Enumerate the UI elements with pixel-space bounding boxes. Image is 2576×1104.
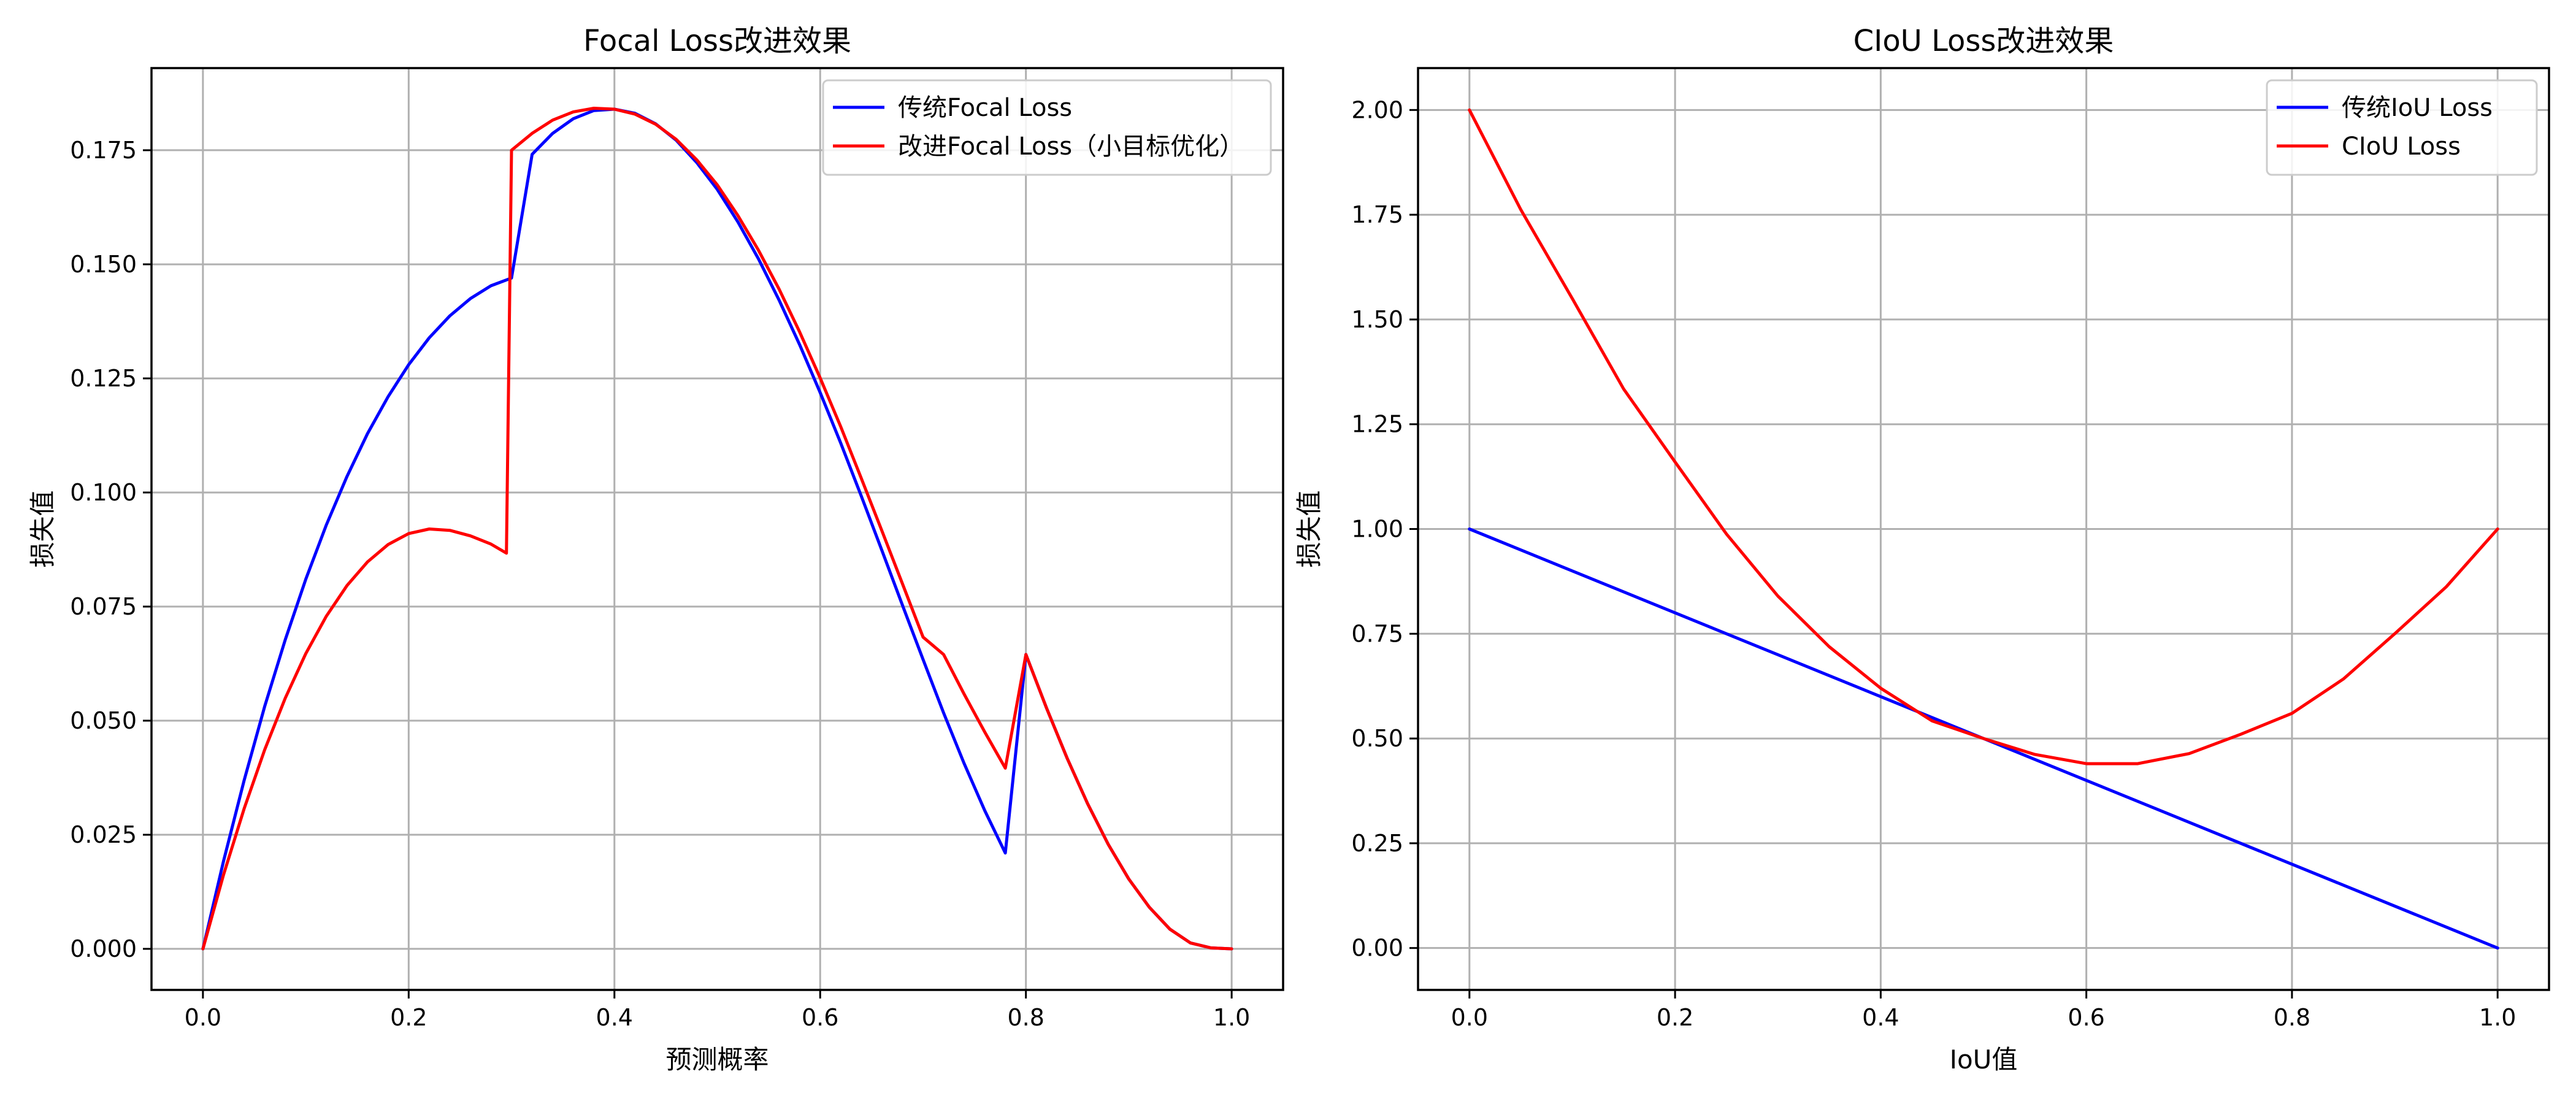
x-axis-label: IoU值 xyxy=(1950,1045,2018,1075)
ticks: 0.0 0.2 0.4 0.6 0.8 1.0 0.000 0.025 0.050 0.075 0.… xyxy=(70,137,1250,1031)
y-tick-label: 0.000 xyxy=(70,935,137,962)
x-tick-label: 0.4 xyxy=(596,1004,633,1031)
legend-label-1: 改进Focal Loss（小目标优化） xyxy=(898,132,1244,161)
x-tick-label: 0.2 xyxy=(390,1004,427,1031)
x-tick-label: 0.6 xyxy=(802,1004,838,1031)
y-tick-label: 0.025 xyxy=(70,821,137,848)
y-tick-label: 0.150 xyxy=(70,251,137,278)
ciou-loss-panel: 0.0 0.2 0.4 0.6 0.8 1.0 0.00 0.25 0.50 0.75 1.00 1.… xyxy=(1294,24,2550,1075)
y-tick-label: 0.25 xyxy=(1351,830,1403,857)
series-group xyxy=(1468,108,2499,950)
x-tick-label: 0.2 xyxy=(1657,1004,1693,1031)
y-tick-label: 0.00 xyxy=(1351,935,1403,962)
y-tick-label: 1.25 xyxy=(1351,411,1403,438)
series-line-1 xyxy=(1468,108,2499,765)
series-line-0 xyxy=(201,107,1233,951)
y-tick-label: 0.050 xyxy=(70,707,137,734)
legend: 传统IoU Loss CIoU Loss xyxy=(2266,79,2538,176)
chart-title: CIoU Loss改进效果 xyxy=(1853,24,2114,58)
x-tick-label: 0.6 xyxy=(2068,1004,2104,1031)
y-tick-label: 0.100 xyxy=(70,479,137,506)
legend-label-1: CIoU Loss xyxy=(2342,132,2461,161)
x-tick-label: 1.0 xyxy=(2479,1004,2516,1031)
y-tick-label: 0.075 xyxy=(70,593,137,620)
x-tick-label: 0.8 xyxy=(2274,1004,2310,1031)
y-tick-label: 2.00 xyxy=(1351,96,1403,123)
x-tick-label: 0.0 xyxy=(1451,1004,1488,1031)
y-tick-label: 0.50 xyxy=(1351,725,1403,752)
legend-label-0: 传统IoU Loss xyxy=(2342,94,2493,122)
y-tick-label: 1.75 xyxy=(1351,201,1403,228)
y-tick-label: 1.50 xyxy=(1351,306,1403,333)
y-tick-label: 1.00 xyxy=(1351,516,1403,543)
x-axis-label: 预测概率 xyxy=(665,1045,769,1075)
y-tick-label: 0.175 xyxy=(70,137,137,164)
y-tick-label: 0.125 xyxy=(70,365,137,392)
x-tick-label: 0.4 xyxy=(1862,1004,1899,1031)
chart-title: Focal Loss改进效果 xyxy=(583,24,851,58)
x-tick-label: 0.8 xyxy=(1007,1004,1044,1031)
ticks: 0.0 0.2 0.4 0.6 0.8 1.0 0.00 0.25 0.50 0.75 1.00 1.… xyxy=(1351,96,2516,1031)
x-tick-label: 0.0 xyxy=(185,1004,221,1031)
focal-loss-panel: 0.0 0.2 0.4 0.6 0.8 1.0 0.000 0.025 0.050 0.075 0.… xyxy=(28,24,1284,1075)
legend: 传统Focal Loss 改进Focal Loss（小目标优化） xyxy=(822,79,1272,176)
legend-label-0: 传统Focal Loss xyxy=(898,94,1072,122)
legend-box xyxy=(822,79,1272,176)
y-axis-label: 损失值 xyxy=(28,490,58,567)
series-line-1 xyxy=(201,107,1233,951)
grid xyxy=(1418,68,2549,990)
series-group xyxy=(201,107,1233,951)
plot-frame xyxy=(1417,67,2550,991)
y-axis-label: 损失值 xyxy=(1294,490,1324,567)
x-tick-label: 1.0 xyxy=(1213,1004,1250,1031)
y-tick-label: 0.75 xyxy=(1351,620,1403,647)
plot-frame xyxy=(150,67,1284,991)
legend-box xyxy=(2266,79,2538,176)
